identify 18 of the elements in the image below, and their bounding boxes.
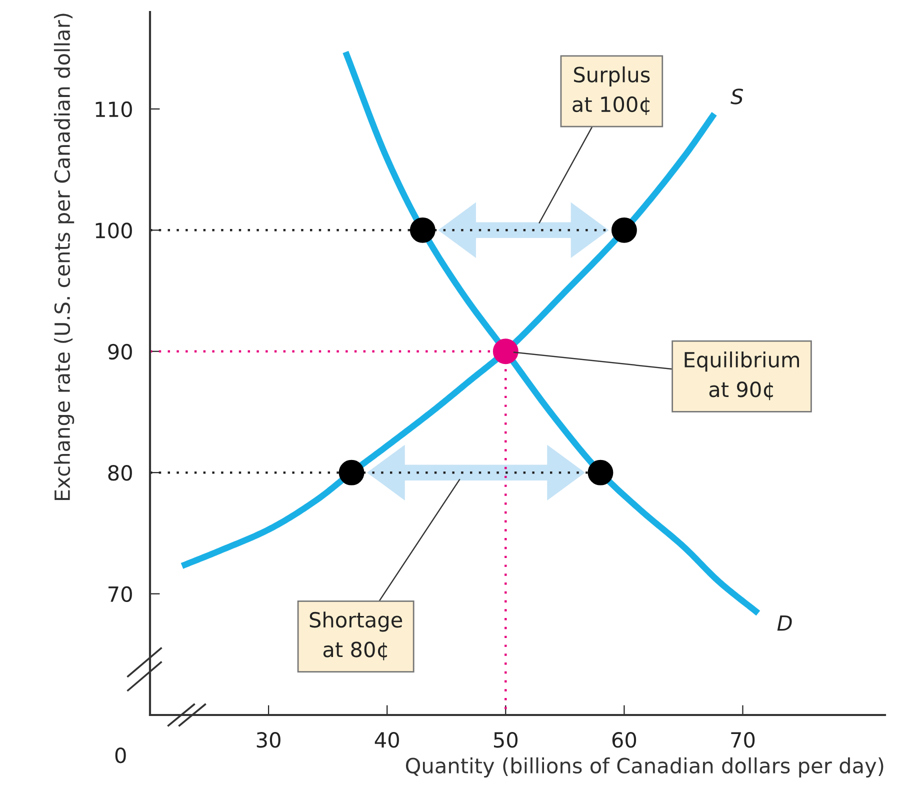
x-tick-label: 40: [374, 732, 399, 748]
x-tick-label: 70: [731, 732, 755, 748]
annotation: Equilibrium at 90¢: [684, 351, 800, 400]
x-tick-label: 60: [612, 732, 636, 748]
x-tick-label: 50: [494, 732, 518, 748]
x-axis-title: Quantity (billions of Canadian dollars per day): [406, 757, 884, 778]
text: 0: [115, 747, 126, 764]
y-tick-label: 110: [96, 101, 132, 118]
series-label: D: [777, 615, 792, 631]
y-tick-label: 90: [108, 344, 132, 360]
series-label: S: [730, 88, 744, 104]
annotation: Shortage at 80¢: [310, 612, 402, 660]
y-tick-label: 80: [108, 465, 132, 481]
x-tick-label: 30: [256, 732, 280, 748]
y-tick-label: 70: [108, 586, 132, 602]
y-tick-label: 100: [96, 222, 132, 238]
y-axis-title: Exchange rate (U.S. cents per Canadian dollar): [54, 14, 74, 500]
annotation: Surplus at 100¢: [572, 66, 650, 116]
